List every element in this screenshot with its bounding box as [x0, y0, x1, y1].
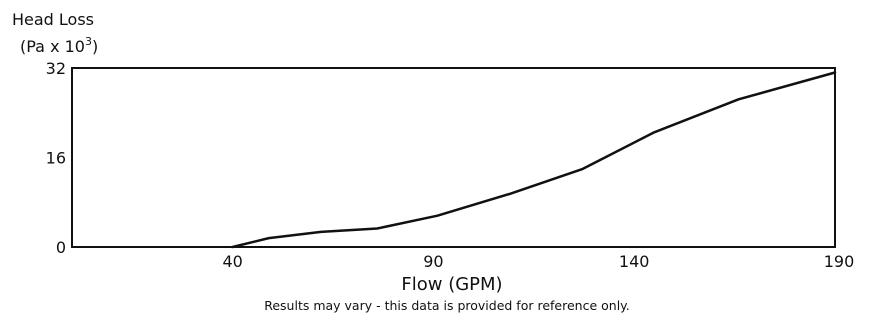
- y-axis-title: Head Loss: [12, 10, 94, 29]
- x-tick-label-40: 40: [222, 252, 242, 271]
- y-tick-label-32: 32: [46, 59, 66, 78]
- y-tick-labels: 0 16 32: [46, 59, 66, 257]
- series-line-0: [231, 71, 837, 249]
- y-tick-label-0: 0: [56, 238, 66, 257]
- x-tick-label-140: 140: [619, 252, 650, 271]
- y-axis-unit-suffix: ): [92, 37, 98, 56]
- y-axis-unit-prefix: (Pa x 10: [20, 37, 85, 56]
- x-tick-label-190: 190: [824, 252, 855, 271]
- plot-frame: [71, 67, 836, 248]
- x-axis-title: Flow (GPM): [401, 274, 502, 295]
- series-group: [231, 71, 837, 249]
- x-tick-labels: 40 90 140 190: [222, 252, 854, 271]
- y-axis-unit: (Pa x 103): [20, 35, 98, 56]
- y-axis-unit-exponent: 3: [85, 35, 92, 48]
- y-tick-label-16: 16: [46, 149, 66, 168]
- x-tick-label-90: 90: [423, 252, 443, 271]
- disclaimer-note: Results may vary - this data is provided…: [264, 298, 630, 313]
